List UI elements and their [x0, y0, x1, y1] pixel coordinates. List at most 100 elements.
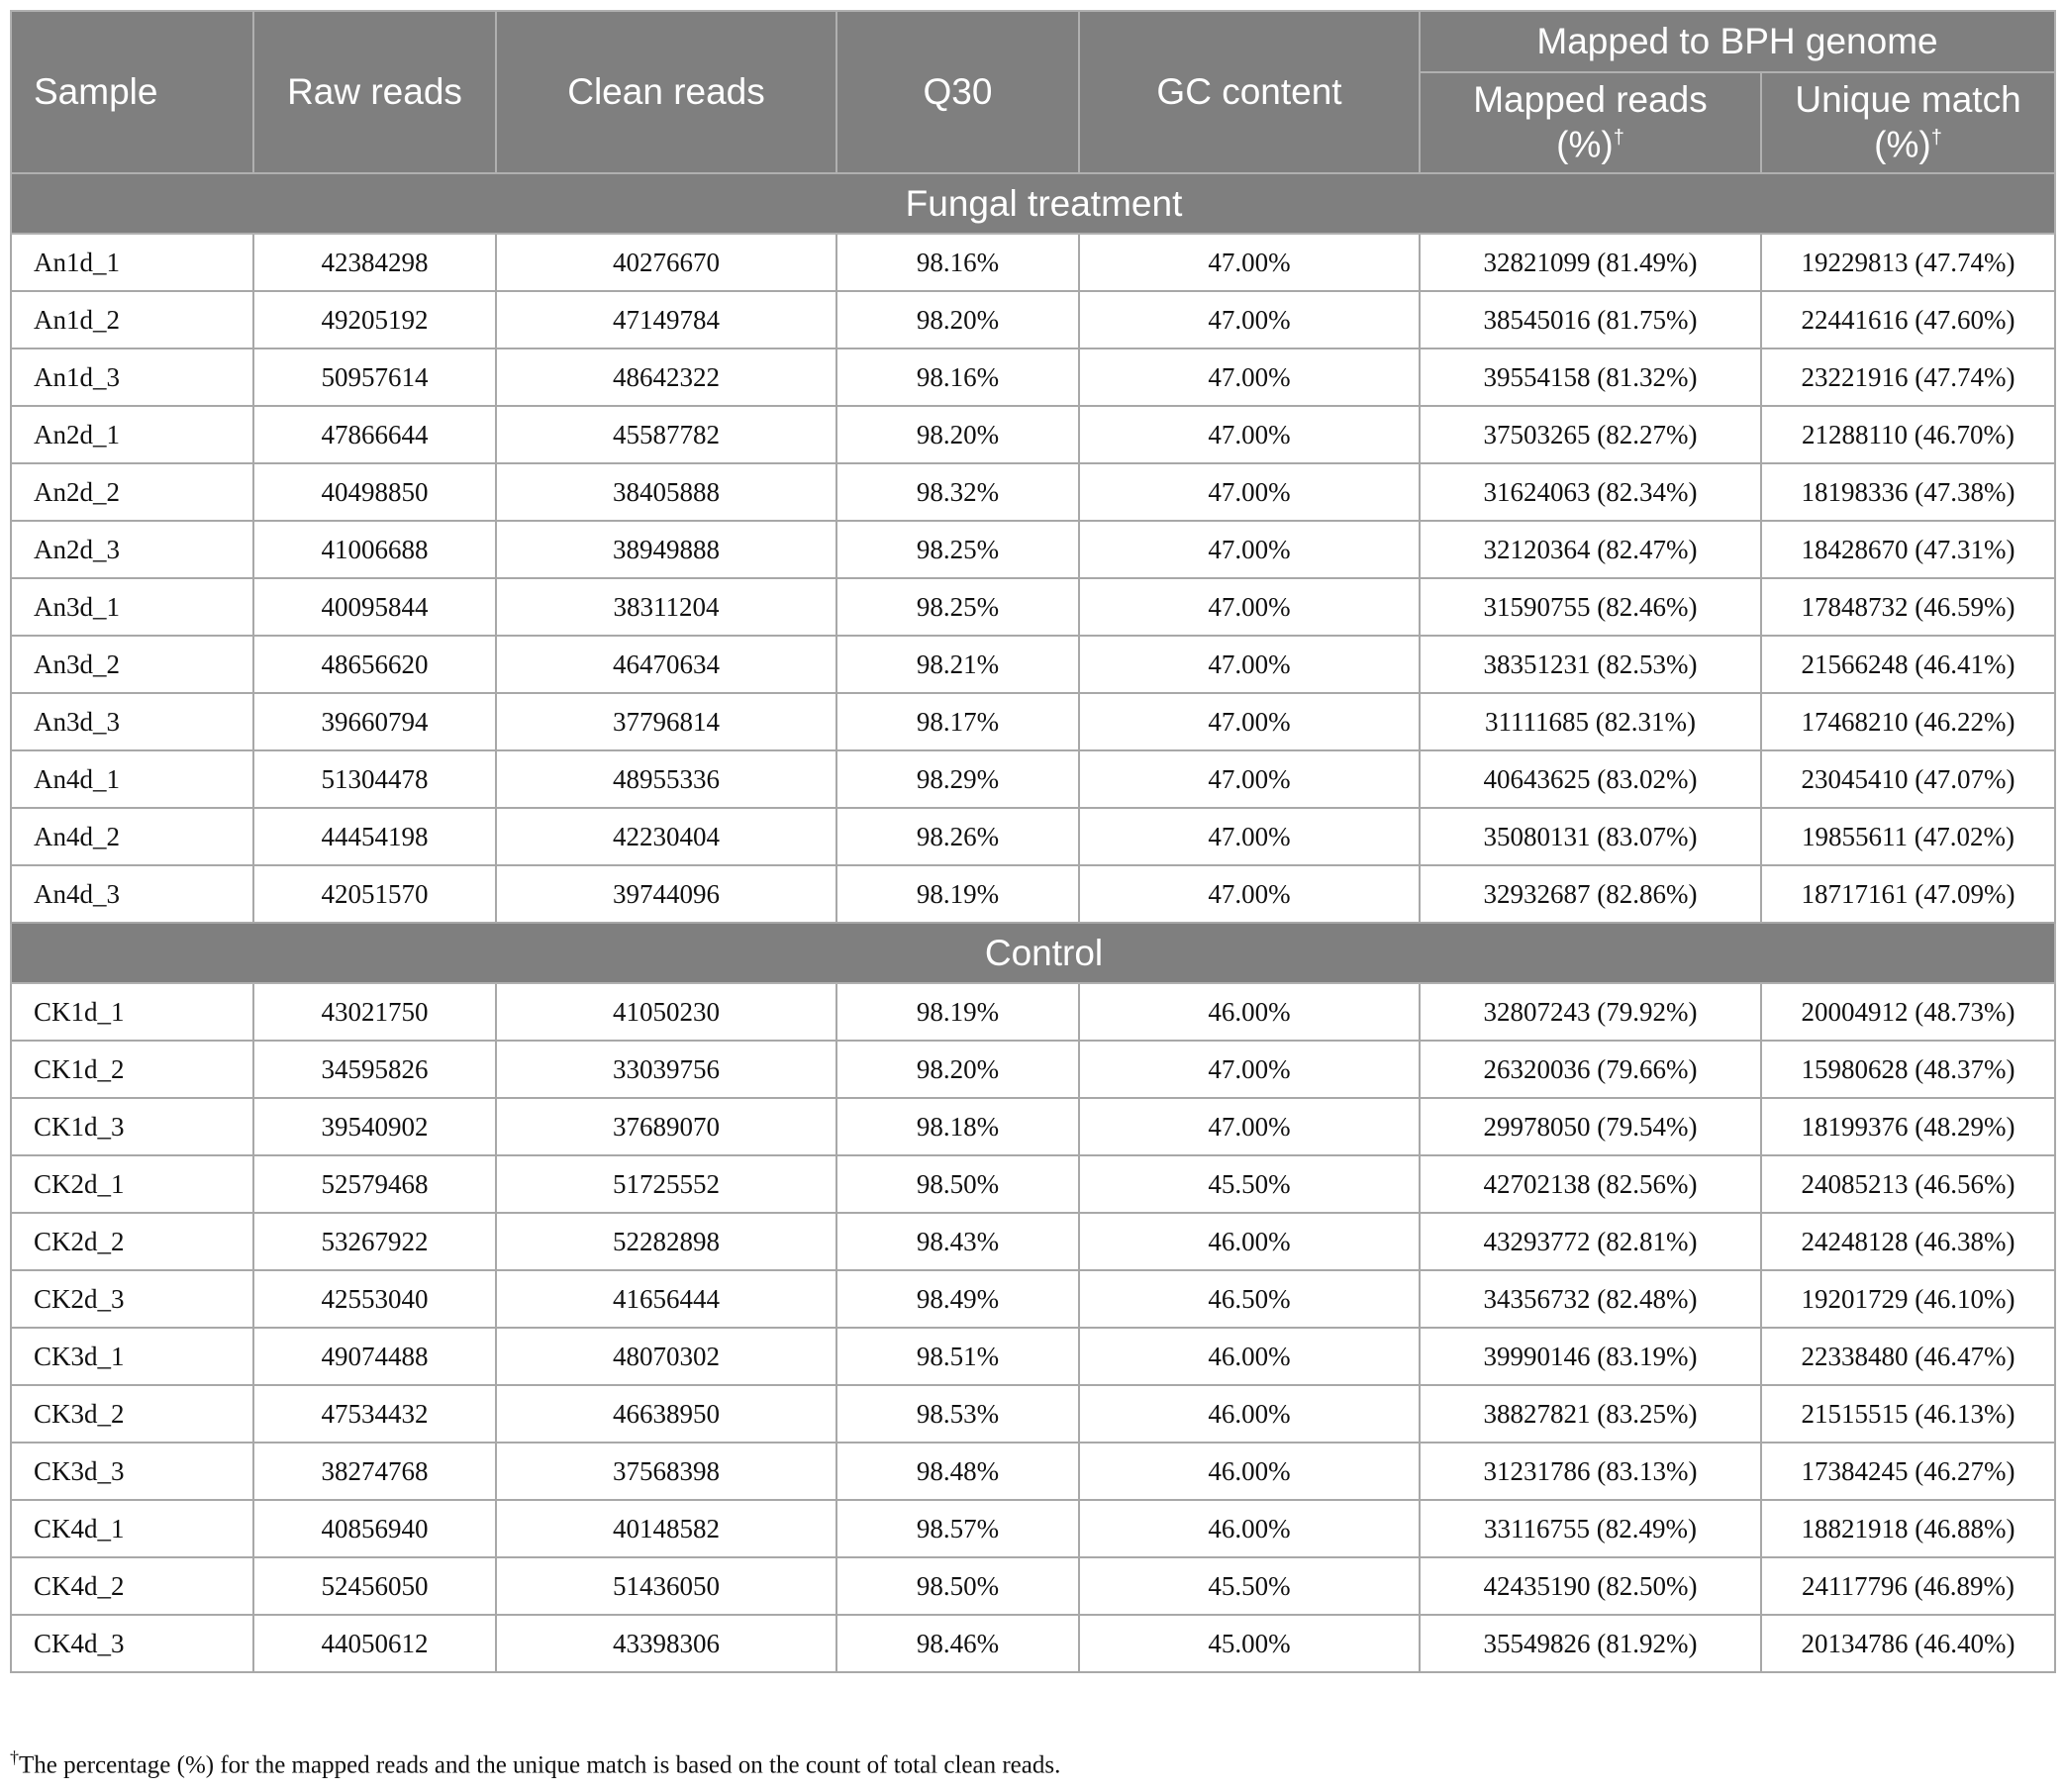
- table-row: An4d_3 42051570 39744096 98.19% 47.00% 329326…: [10, 864, 2057, 924]
- cell-gc-content: 46.00%: [1078, 1212, 1421, 1271]
- header-unique-match: Unique match (%)†: [1759, 71, 2057, 174]
- cell-mapped-reads: 39554158 (81.32%): [1419, 348, 1762, 407]
- cell-q30: 98.49%: [835, 1269, 1080, 1329]
- cell-raw-reads: 34595826: [252, 1040, 497, 1099]
- table-row: CK4d_3 44050612 43398306 98.46% 45.00% 355498…: [10, 1614, 2057, 1673]
- cell-q30: 98.43%: [835, 1212, 1080, 1271]
- cell-unique-match: 24085213 (46.56%): [1759, 1154, 2057, 1214]
- cell-sample: CK4d_2: [10, 1556, 254, 1616]
- cell-sample: CK2d_1: [10, 1154, 254, 1214]
- table-row: CK2d_1 52579468 51725552 98.50% 45.50% 427021…: [10, 1154, 2057, 1214]
- cell-clean-reads: 46470634: [495, 635, 837, 694]
- cell-sample: CK1d_1: [10, 982, 254, 1042]
- footnote-text: The percentage (%) for the mapped reads …: [19, 1751, 1061, 1779]
- cell-clean-reads: 42230404: [495, 807, 837, 866]
- cell-unique-match: 24117796 (46.89%): [1759, 1556, 2057, 1616]
- cell-raw-reads: 49205192: [252, 290, 497, 349]
- cell-gc-content: 45.50%: [1078, 1556, 1421, 1616]
- cell-q30: 98.32%: [835, 462, 1080, 522]
- cell-clean-reads: 37796814: [495, 692, 837, 751]
- cell-clean-reads: 40276670: [495, 233, 837, 292]
- cell-gc-content: 47.00%: [1078, 290, 1421, 349]
- cell-clean-reads: 38311204: [495, 577, 837, 637]
- table-row: An2d_3 41006688 38949888 98.25% 47.00% 321203…: [10, 520, 2057, 579]
- cell-q30: 98.26%: [835, 807, 1080, 866]
- cell-clean-reads: 37568398: [495, 1442, 837, 1501]
- cell-raw-reads: 44050612: [252, 1614, 497, 1673]
- cell-raw-reads: 52579468: [252, 1154, 497, 1214]
- cell-unique-match: 20004912 (48.73%): [1759, 982, 2057, 1042]
- cell-raw-reads: 43021750: [252, 982, 497, 1042]
- table-body: Fungal treatment An1d_1 42384298 40276670 98…: [9, 172, 2057, 1673]
- cell-clean-reads: 52282898: [495, 1212, 837, 1271]
- cell-mapped-reads: 35080131 (83.07%): [1419, 807, 1762, 866]
- cell-q30: 98.17%: [835, 692, 1080, 751]
- table-row: An3d_1 40095844 38311204 98.25% 47.00% 315907…: [10, 577, 2057, 637]
- table-container: Sample Raw reads Clean reads Q30 GC cont…: [9, 10, 2057, 1673]
- cell-raw-reads: 40856940: [252, 1499, 497, 1558]
- cell-mapped-reads: 32807243 (79.92%): [1419, 982, 1762, 1042]
- cell-mapped-reads: 38351231 (82.53%): [1419, 635, 1762, 694]
- cell-raw-reads: 42384298: [252, 233, 497, 292]
- cell-unique-match: 18428670 (47.31%): [1759, 520, 2057, 579]
- cell-clean-reads: 46638950: [495, 1384, 837, 1444]
- cell-sample: An4d_3: [10, 864, 254, 924]
- cell-raw-reads: 50957614: [252, 348, 497, 407]
- cell-unique-match: 19855611 (47.02%): [1759, 807, 2057, 866]
- cell-sample: CK1d_2: [10, 1040, 254, 1099]
- cell-mapped-reads: 29978050 (79.54%): [1419, 1097, 1762, 1156]
- cell-q30: 98.57%: [835, 1499, 1080, 1558]
- cell-unique-match: 19201729 (46.10%): [1759, 1269, 2057, 1329]
- cell-q30: 98.46%: [835, 1614, 1080, 1673]
- cell-gc-content: 47.00%: [1078, 462, 1421, 522]
- cell-raw-reads: 41006688: [252, 520, 497, 579]
- cell-raw-reads: 52456050: [252, 1556, 497, 1616]
- sequencing-stats-table: Sample Raw reads Clean reads Q30 GC cont…: [9, 10, 2057, 1673]
- table-row: CK3d_3 38274768 37568398 98.48% 46.00% 312317…: [10, 1442, 2057, 1501]
- cell-sample: An1d_3: [10, 348, 254, 407]
- cell-raw-reads: 47866644: [252, 405, 497, 464]
- table-row: CK4d_2 52456050 51436050 98.50% 45.50% 424351…: [10, 1556, 2057, 1616]
- header-q30: Q30: [835, 10, 1080, 174]
- cell-q30: 98.48%: [835, 1442, 1080, 1501]
- cell-raw-reads: 47534432: [252, 1384, 497, 1444]
- header-gc-content: GC content: [1078, 10, 1421, 174]
- cell-sample: CK1d_3: [10, 1097, 254, 1156]
- cell-gc-content: 46.00%: [1078, 982, 1421, 1042]
- cell-clean-reads: 45587782: [495, 405, 837, 464]
- cell-mapped-reads: 31590755 (82.46%): [1419, 577, 1762, 637]
- dagger-mark: †: [1613, 127, 1624, 149]
- cell-clean-reads: 38949888: [495, 520, 837, 579]
- cell-unique-match: 21566248 (46.41%): [1759, 635, 2057, 694]
- cell-raw-reads: 38274768: [252, 1442, 497, 1501]
- table-row: An4d_2 44454198 42230404 98.26% 47.00% 350801…: [10, 807, 2057, 866]
- cell-q30: 98.16%: [835, 233, 1080, 292]
- cell-gc-content: 45.00%: [1078, 1614, 1421, 1673]
- section-title: Control: [9, 922, 2057, 984]
- cell-mapped-reads: 31624063 (82.34%): [1419, 462, 1762, 522]
- table-row: An1d_3 50957614 48642322 98.16% 47.00% 395541…: [10, 348, 2057, 407]
- cell-q30: 98.20%: [835, 405, 1080, 464]
- cell-mapped-reads: 42435190 (82.50%): [1419, 1556, 1762, 1616]
- cell-q30: 98.53%: [835, 1384, 1080, 1444]
- cell-q30: 98.50%: [835, 1556, 1080, 1616]
- cell-gc-content: 47.00%: [1078, 1040, 1421, 1099]
- section-row: Control: [9, 922, 2057, 984]
- header-raw-reads: Raw reads: [252, 10, 497, 174]
- cell-gc-content: 47.00%: [1078, 233, 1421, 292]
- cell-q30: 98.50%: [835, 1154, 1080, 1214]
- cell-gc-content: 47.00%: [1078, 635, 1421, 694]
- cell-q30: 98.29%: [835, 749, 1080, 809]
- cell-sample: CK2d_3: [10, 1269, 254, 1329]
- cell-unique-match: 21288110 (46.70%): [1759, 405, 2057, 464]
- table-row: An3d_2 48656620 46470634 98.21% 47.00% 383512…: [10, 635, 2057, 694]
- cell-unique-match: 17468210 (46.22%): [1759, 692, 2057, 751]
- cell-gc-content: 46.00%: [1078, 1442, 1421, 1501]
- cell-raw-reads: 48656620: [252, 635, 497, 694]
- cell-gc-content: 47.00%: [1078, 520, 1421, 579]
- cell-gc-content: 47.00%: [1078, 807, 1421, 866]
- cell-raw-reads: 51304478: [252, 749, 497, 809]
- table-row: CK3d_2 47534432 46638950 98.53% 46.00% 388278…: [10, 1384, 2057, 1444]
- cell-clean-reads: 48070302: [495, 1327, 837, 1386]
- cell-q30: 98.21%: [835, 635, 1080, 694]
